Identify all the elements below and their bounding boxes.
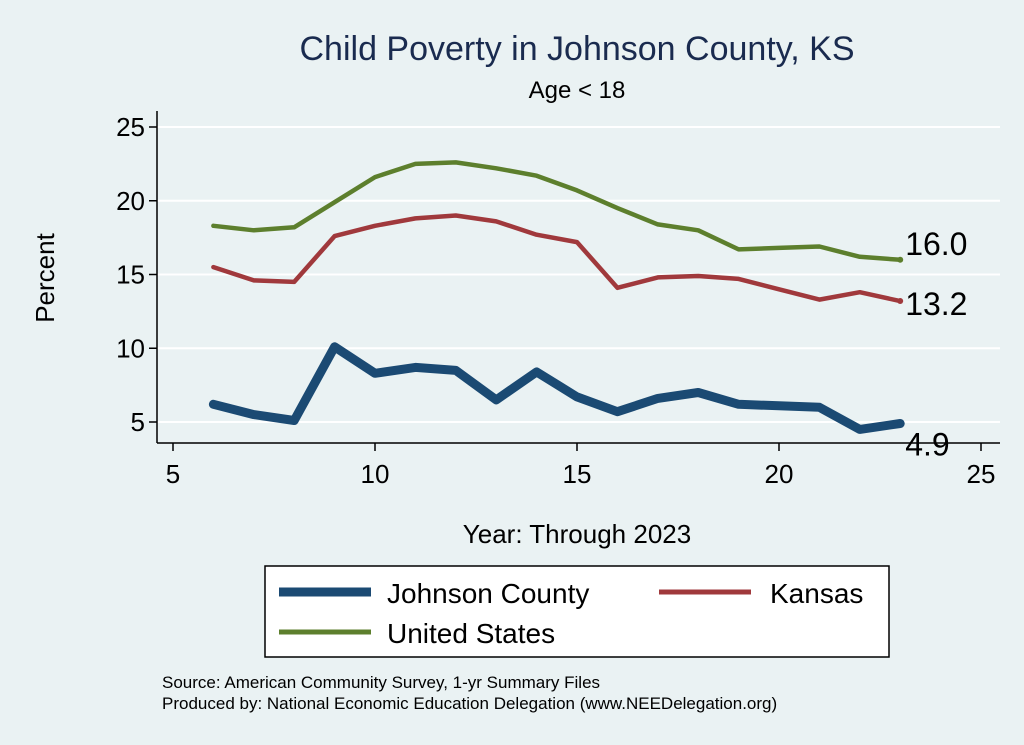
y-tick-label-15: 15 — [116, 260, 145, 290]
legend-label-kansas: Kansas — [770, 578, 863, 609]
chart-title: Child Poverty in Johnson County, KS — [300, 30, 855, 68]
end-label-united-states: 16.0 — [905, 226, 967, 262]
end-label-johnson-county: 4.9 — [905, 426, 949, 462]
x-tick-label-25: 25 — [967, 459, 996, 489]
legend-label-johnson-county: Johnson County — [387, 578, 589, 609]
series-line-united-states — [211, 160, 903, 263]
chart-subtitle: Age < 18 — [529, 77, 626, 104]
end-labels: 16.0 13.2 4.9 — [897, 226, 967, 462]
end-point-johnson-county — [897, 420, 904, 427]
y-tick-label-20: 20 — [116, 186, 145, 216]
y-axis-label: Percent — [30, 232, 60, 322]
legend-label-united-states: United States — [387, 618, 555, 649]
produced-by-note: Produced by: National Economic Education… — [162, 694, 777, 713]
source-note: Source: American Community Survey, 1-yr … — [162, 673, 600, 692]
grid — [157, 126, 1000, 423]
y-tick-label-25: 25 — [116, 112, 145, 142]
y-tick-label-5: 5 — [131, 407, 145, 437]
x-axis-label: Year: Through 2023 — [463, 519, 691, 549]
axis-ticks: 5 10 15 20 25 5 10 15 20 25 — [116, 112, 995, 489]
end-label-kansas: 13.2 — [905, 286, 967, 322]
series-lines — [208, 160, 905, 434]
x-tick-label-20: 20 — [765, 459, 794, 489]
x-tick-label-15: 15 — [563, 459, 592, 489]
legend: Johnson County Kansas United States — [264, 565, 890, 658]
x-tick-label-5: 5 — [166, 459, 180, 489]
series-line-kansas — [211, 213, 903, 304]
x-tick-label-10: 10 — [361, 459, 390, 489]
end-point-united-states — [897, 256, 904, 263]
y-tick-label-10: 10 — [116, 333, 145, 363]
legend-box — [264, 565, 890, 658]
end-point-kansas — [897, 298, 904, 305]
series-line-johnson-county — [208, 342, 905, 434]
